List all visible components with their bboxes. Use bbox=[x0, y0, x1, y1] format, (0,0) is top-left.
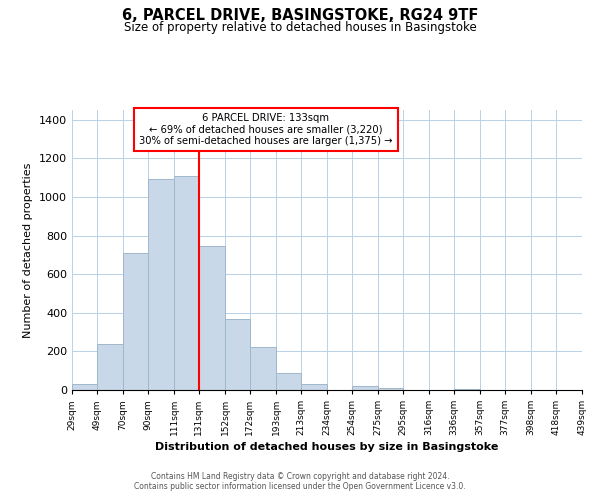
Bar bbox=[123, 253, 148, 390]
Text: 6, PARCEL DRIVE, BASINGSTOKE, RG24 9TF: 6, PARCEL DRIVE, BASINGSTOKE, RG24 9TF bbox=[122, 8, 478, 22]
Bar bbox=[72, 384, 97, 390]
Bar bbox=[301, 384, 327, 390]
Bar bbox=[148, 178, 174, 390]
Text: Size of property relative to detached houses in Basingstoke: Size of property relative to detached ho… bbox=[124, 21, 476, 34]
Bar bbox=[97, 344, 123, 390]
Bar bbox=[276, 373, 301, 390]
Text: Distribution of detached houses by size in Basingstoke: Distribution of detached houses by size … bbox=[155, 442, 499, 452]
Text: 6 PARCEL DRIVE: 133sqm
← 69% of detached houses are smaller (3,220)
30% of semi-: 6 PARCEL DRIVE: 133sqm ← 69% of detached… bbox=[139, 113, 392, 146]
Bar bbox=[378, 388, 403, 390]
Bar bbox=[454, 389, 480, 390]
Text: Contains HM Land Registry data © Crown copyright and database right 2024.: Contains HM Land Registry data © Crown c… bbox=[151, 472, 449, 481]
Y-axis label: Number of detached properties: Number of detached properties bbox=[23, 162, 34, 338]
Bar bbox=[250, 346, 276, 390]
Bar bbox=[174, 176, 199, 390]
Bar bbox=[352, 386, 378, 390]
Text: Contains public sector information licensed under the Open Government Licence v3: Contains public sector information licen… bbox=[134, 482, 466, 491]
Bar bbox=[199, 246, 225, 390]
Bar bbox=[225, 318, 250, 390]
